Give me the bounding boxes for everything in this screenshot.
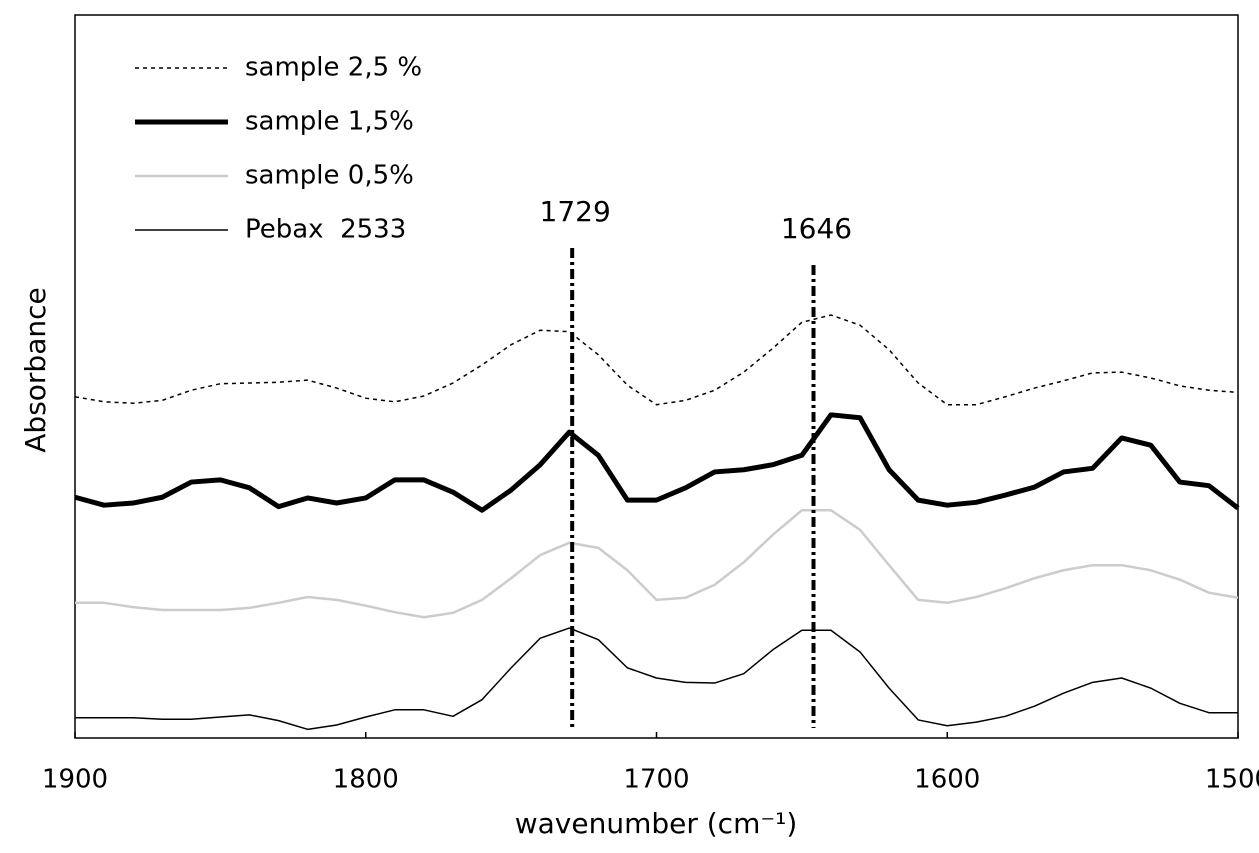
y-axis-title: Absorbance <box>19 287 52 452</box>
legend-label: sample 0,5% <box>245 161 414 191</box>
spectrum-line <box>74 412 1240 513</box>
legend-label: Pebax 2533 <box>245 215 406 245</box>
spectrum-line <box>75 627 1238 731</box>
x-tick-label: 1900 <box>42 765 108 795</box>
x-tick-label: 1500 <box>1205 765 1259 795</box>
legend-label: sample 2,5 % <box>245 53 422 83</box>
spectrum-line <box>75 509 1239 619</box>
x-axis-title: wavenumber (cm⁻¹) <box>515 807 798 840</box>
x-tick-label: 1800 <box>333 765 399 795</box>
x-tick-label: 1600 <box>914 765 980 795</box>
legend-label: sample 1,5% <box>245 107 414 137</box>
peak-label: 1646 <box>781 212 852 245</box>
x-tick-label: 1700 <box>623 765 689 795</box>
spectrum-line <box>74 314 1239 406</box>
peak-label: 1729 <box>540 195 611 228</box>
